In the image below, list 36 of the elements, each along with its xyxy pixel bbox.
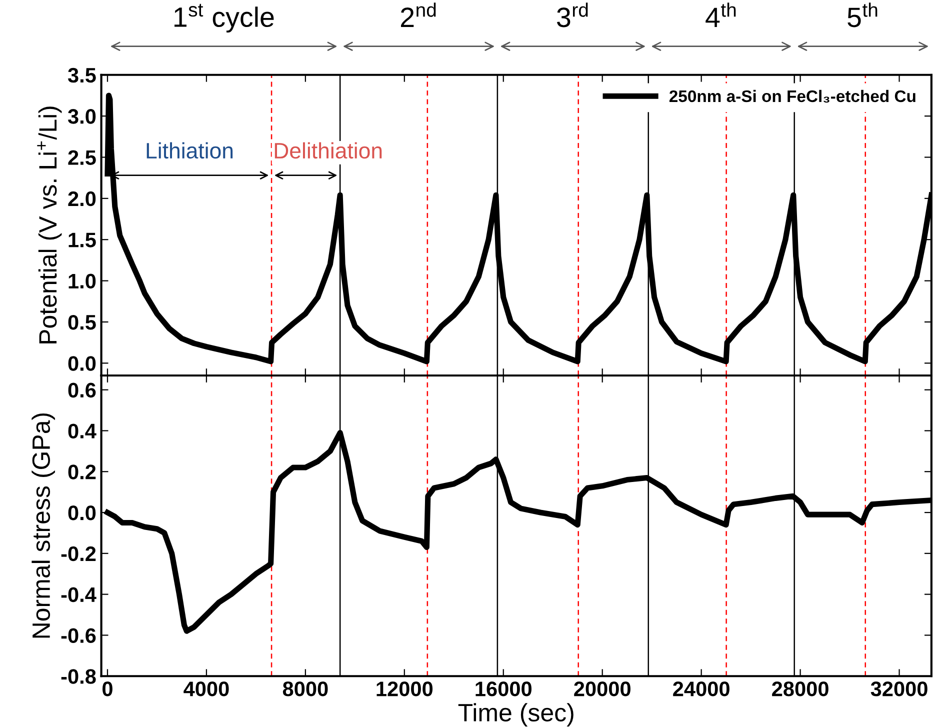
y-axis-title: Normal stress (GPa) — [32, 413, 55, 638]
annotation: Delithiation — [274, 142, 382, 159]
text: 1$^{st}$ cycle — [174, 4, 274, 33]
x-tick-label: 0 — [102, 682, 112, 696]
y-tick-label: 0.4 — [68, 424, 96, 438]
x-tick-label: 28000 — [772, 682, 828, 696]
text: 3$^{rd}$ — [557, 2, 588, 28]
legend-label: 250nm a-Si on FeCl₃-etched Cu — [669, 90, 916, 103]
x-axis-title: Time (sec) — [458, 703, 574, 726]
y-tick-label: 0.5 — [68, 314, 96, 330]
x-tick-label: 4000 — [184, 682, 229, 696]
y-tick-label: -0.6 — [61, 628, 96, 643]
x-tick-label: 20000 — [574, 682, 630, 696]
y-tick-label: 2.5 — [68, 150, 96, 165]
y-tick-label: -0.4 — [61, 587, 96, 602]
y-tick-label: 1.0 — [68, 274, 96, 289]
y-tick-label: 2.0 — [68, 191, 96, 206]
text: 4$^{th}$ — [706, 2, 736, 27]
y-tick-label: 0.0 — [68, 356, 96, 371]
x-tick-label: 32000 — [870, 682, 928, 696]
y-tick-label: 3.5 — [68, 68, 96, 83]
x-tick-label: 12000 — [376, 682, 433, 696]
x-tick-label: 24000 — [673, 682, 730, 696]
annotation: Lithiation — [146, 142, 233, 159]
y-tick-label: -0.2 — [61, 546, 96, 562]
text: 2$^{nd}$ — [400, 2, 436, 27]
y-tick-label: 1.5 — [68, 232, 96, 248]
x-tick-label: 8000 — [282, 682, 328, 696]
y-tick-label: 0.2 — [68, 464, 96, 480]
y-axis-title: Potential (V vs. Li$^{+}$/Li) — [37, 106, 62, 344]
y-tick-label: -0.8 — [61, 669, 96, 684]
text: 5$^{th}$ — [848, 2, 878, 28]
y-tick-label: 0.6 — [68, 382, 96, 398]
x-tick-label: 16000 — [476, 682, 532, 696]
y-tick-label: 0.0 — [68, 506, 96, 520]
y-tick-label: 3.0 — [68, 109, 96, 124]
